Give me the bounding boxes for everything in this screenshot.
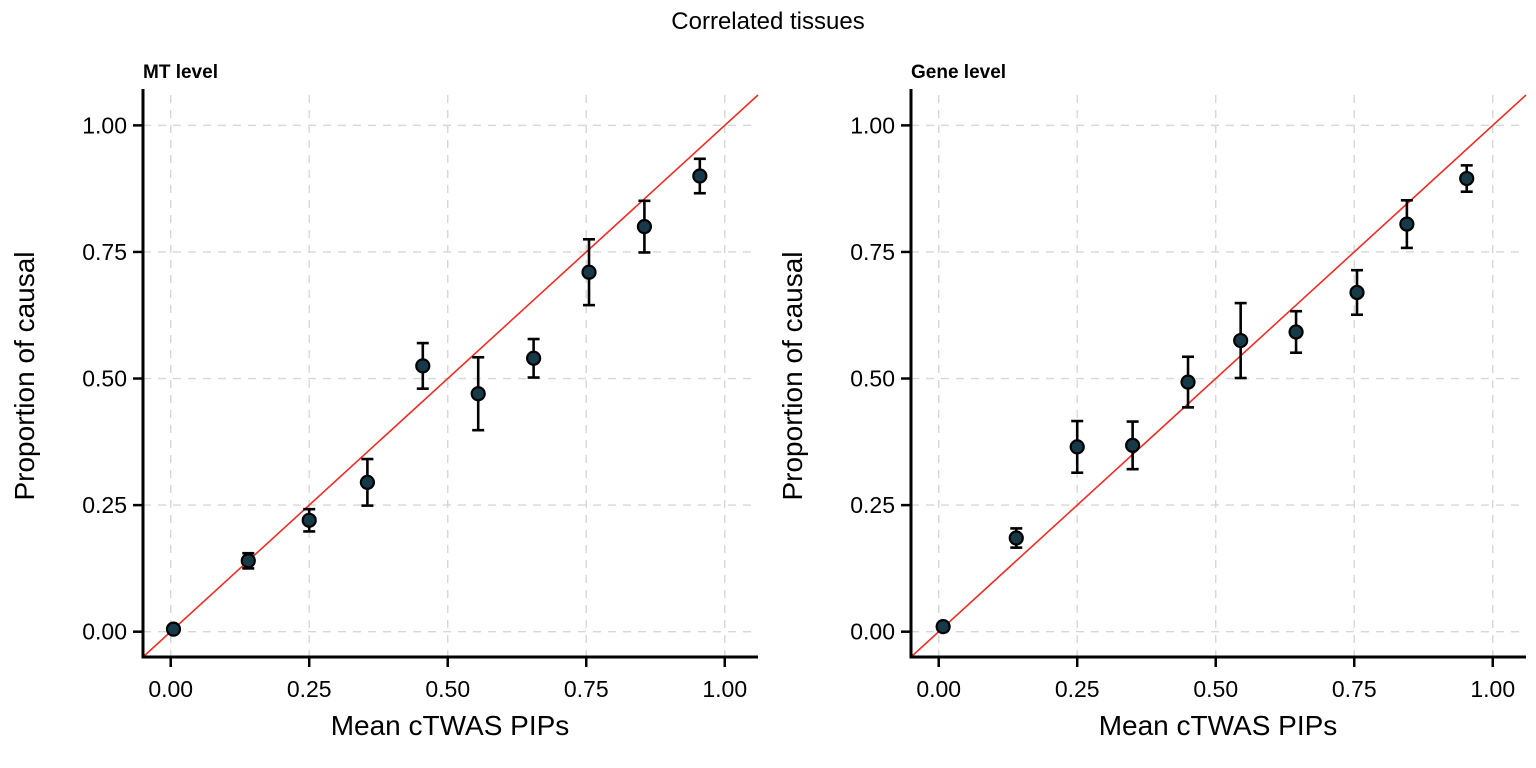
x-tick-label: 0.75 xyxy=(1332,676,1377,702)
point-layer xyxy=(165,157,708,637)
x-axis-label: Mean cTWAS PIPs xyxy=(331,710,570,741)
reference-line-layer xyxy=(142,94,759,658)
y-tick-label: 0.75 xyxy=(82,239,127,265)
panel-title: MT level xyxy=(143,62,218,83)
data-point xyxy=(1399,216,1415,232)
data-point xyxy=(240,553,256,569)
identity-line xyxy=(142,94,759,658)
x-axis-label: Mean cTWAS PIPs xyxy=(1099,710,1338,741)
x-tick-label: 0.25 xyxy=(287,676,332,702)
data-point xyxy=(415,358,431,374)
data-point xyxy=(935,619,951,635)
reference-line-layer xyxy=(910,94,1527,658)
y-tick-label: 0.00 xyxy=(850,619,895,645)
data-point xyxy=(1288,324,1304,340)
x-tick-label: 0.00 xyxy=(148,676,193,702)
data-point xyxy=(581,264,597,280)
data-point xyxy=(359,474,375,490)
data-point xyxy=(526,350,542,366)
y-axis-label: Proportion of causal xyxy=(9,251,40,500)
data-point xyxy=(301,512,317,528)
data-point xyxy=(692,168,708,184)
y-axis-label: Proportion of causal xyxy=(777,251,808,500)
x-tick-label: 0.50 xyxy=(1193,676,1238,702)
axis-layer: 0.00 0.00 0.25 0.25 0.50 0.50 0.75 0.75 1.00 1.00 xyxy=(82,89,758,702)
x-tick-label: 0.25 xyxy=(1055,676,1100,702)
y-tick-label: 0.00 xyxy=(82,619,127,645)
x-tick-label: 0.75 xyxy=(564,676,609,702)
chart-title: Correlated tissues xyxy=(671,8,865,35)
y-tick-label: 0.50 xyxy=(82,366,127,392)
panel-title: Gene level xyxy=(911,62,1006,83)
panel-mt-level: 0.00 0.00 0.25 0.25 0.50 0.50 0.75 0.75 1.00 1.00… xyxy=(0,45,768,768)
data-point xyxy=(165,621,182,637)
data-point xyxy=(636,219,653,235)
data-point xyxy=(1349,284,1365,301)
identity-line xyxy=(910,94,1527,658)
panel-gene-level: 0.00 0.00 0.25 0.25 0.50 0.50 0.75 0.75 1.00 1.00… xyxy=(768,45,1536,768)
x-tick-label: 0.00 xyxy=(916,676,961,702)
data-point xyxy=(1069,439,1085,455)
y-tick-label: 0.25 xyxy=(82,492,127,518)
data-point xyxy=(1459,170,1475,187)
x-tick-label: 0.50 xyxy=(425,676,470,702)
x-tick-label: 1.00 xyxy=(1470,676,1515,702)
y-tick-label: 0.75 xyxy=(850,239,895,265)
data-point xyxy=(1180,374,1196,390)
data-point xyxy=(1125,437,1141,453)
data-point xyxy=(470,386,486,402)
y-tick-label: 1.00 xyxy=(82,112,127,138)
grid-layer xyxy=(143,95,758,657)
y-tick-label: 0.50 xyxy=(850,366,895,392)
point-layer xyxy=(935,164,1475,635)
data-point xyxy=(1233,332,1249,349)
grid-layer xyxy=(911,95,1526,657)
axis-layer: 0.00 0.00 0.25 0.25 0.50 0.50 0.75 0.75 1.00 1.00 xyxy=(850,89,1526,702)
data-point xyxy=(1008,530,1024,546)
y-tick-label: 0.25 xyxy=(850,492,895,518)
y-tick-label: 1.00 xyxy=(850,112,895,138)
mt-level-chart: 0.00 0.00 0.25 0.25 0.50 0.50 0.75 0.75 1.00 1.00… xyxy=(9,62,759,741)
x-tick-label: 1.00 xyxy=(702,676,747,702)
gene-level-chart: 0.00 0.00 0.25 0.25 0.50 0.50 0.75 0.75 1.00 1.00… xyxy=(777,62,1527,741)
